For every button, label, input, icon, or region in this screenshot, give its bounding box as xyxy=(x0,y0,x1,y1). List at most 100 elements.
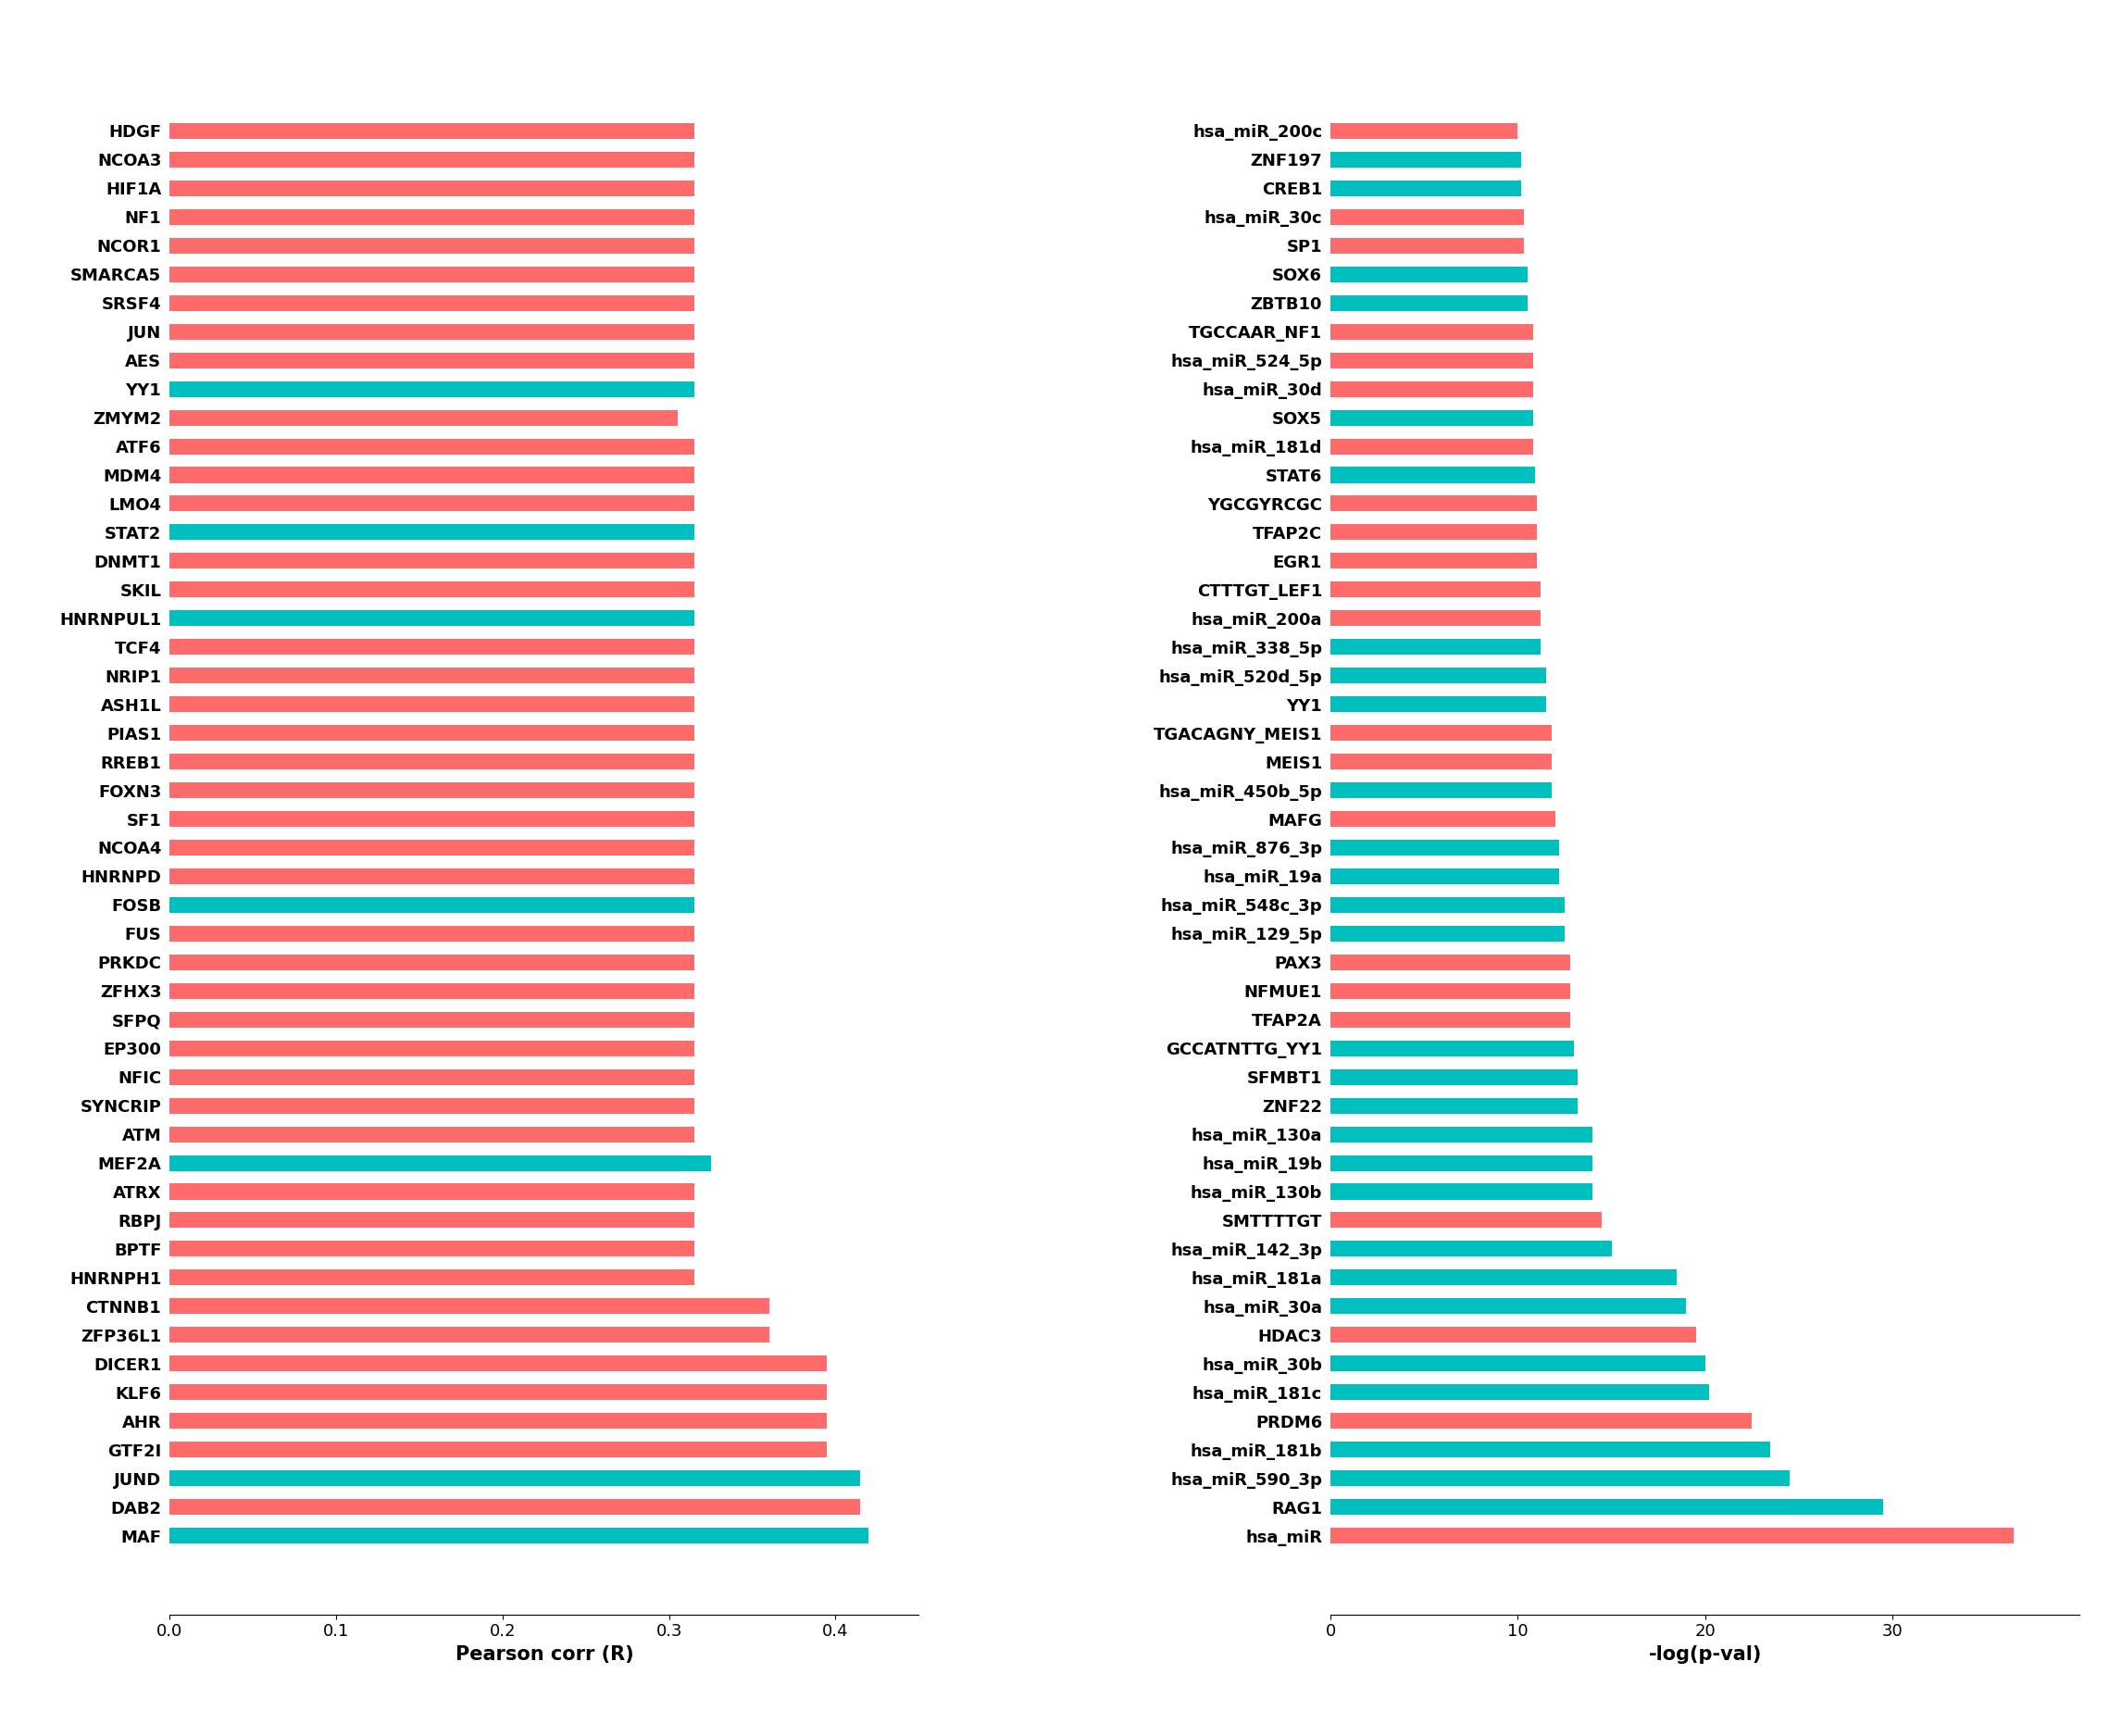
Bar xyxy=(170,1154,711,1170)
Bar xyxy=(170,467,694,483)
Bar xyxy=(1330,554,1536,569)
Bar xyxy=(1330,696,1547,712)
Bar xyxy=(170,1127,694,1142)
Bar xyxy=(1330,1299,1687,1314)
Bar xyxy=(170,410,677,425)
Bar xyxy=(170,1069,694,1085)
Bar xyxy=(1330,868,1560,884)
Bar xyxy=(1330,753,1551,769)
Bar xyxy=(170,840,694,856)
Bar xyxy=(1330,1356,1706,1371)
Bar xyxy=(1330,783,1551,799)
Bar xyxy=(1330,238,1524,253)
Bar xyxy=(1330,295,1528,311)
Bar xyxy=(1330,668,1547,684)
Bar xyxy=(1330,1441,1770,1458)
Bar xyxy=(170,496,694,512)
Bar xyxy=(1330,1012,1570,1028)
Bar xyxy=(170,1269,694,1285)
Bar xyxy=(170,1528,868,1543)
Bar xyxy=(170,554,694,569)
Bar xyxy=(1330,611,1541,627)
Bar xyxy=(170,1326,768,1344)
Bar xyxy=(1330,467,1534,483)
Bar xyxy=(1330,955,1570,970)
Bar xyxy=(1330,1498,1882,1516)
Bar xyxy=(170,123,694,139)
Bar xyxy=(170,1384,828,1401)
Bar xyxy=(1330,811,1555,826)
Bar xyxy=(170,696,694,712)
Bar xyxy=(170,1097,694,1113)
Bar xyxy=(1330,1154,1594,1170)
Bar xyxy=(170,1413,828,1429)
Bar xyxy=(170,1184,694,1200)
Bar xyxy=(1330,1040,1575,1055)
Bar xyxy=(1330,1384,1708,1401)
Bar xyxy=(170,783,694,799)
Bar xyxy=(170,181,694,196)
Bar xyxy=(170,1470,859,1486)
Bar xyxy=(1330,181,1521,196)
Bar xyxy=(1330,439,1532,455)
Bar xyxy=(1330,1127,1594,1142)
Bar xyxy=(1330,266,1528,283)
Bar xyxy=(1330,1470,1789,1486)
Bar xyxy=(170,668,694,684)
Bar xyxy=(1330,840,1560,856)
Bar xyxy=(1330,323,1532,340)
Bar xyxy=(1330,639,1541,654)
Bar xyxy=(170,925,694,941)
Bar xyxy=(170,295,694,311)
Bar xyxy=(1330,151,1521,168)
Bar xyxy=(170,1441,828,1458)
Bar xyxy=(1330,1212,1602,1227)
Bar xyxy=(1330,726,1551,741)
Bar xyxy=(170,983,694,998)
Bar xyxy=(1330,1326,1695,1344)
Bar xyxy=(170,323,694,340)
Bar xyxy=(1330,983,1570,998)
Bar xyxy=(1330,898,1564,913)
Bar xyxy=(1330,410,1532,425)
Bar xyxy=(1330,1184,1594,1200)
Bar xyxy=(1330,382,1532,398)
Bar xyxy=(170,726,694,741)
Bar xyxy=(170,382,694,398)
Bar xyxy=(170,238,694,253)
Bar xyxy=(1330,208,1524,226)
Bar xyxy=(1330,1413,1753,1429)
Bar xyxy=(1330,496,1536,512)
Bar xyxy=(170,1212,694,1227)
X-axis label: Pearson corr (R): Pearson corr (R) xyxy=(454,1646,632,1663)
Bar xyxy=(170,439,694,455)
Bar xyxy=(1330,1241,1611,1257)
Bar xyxy=(170,898,694,913)
Bar xyxy=(170,208,694,226)
Bar xyxy=(170,955,694,970)
Bar xyxy=(1330,1528,2014,1543)
Bar xyxy=(170,1012,694,1028)
Bar xyxy=(170,582,694,597)
X-axis label: -log(p-val): -log(p-val) xyxy=(1649,1646,1761,1663)
Bar xyxy=(170,611,694,627)
Bar xyxy=(170,1241,694,1257)
Bar xyxy=(1330,123,1517,139)
Bar xyxy=(1330,1069,1579,1085)
Bar xyxy=(170,1498,859,1516)
Bar xyxy=(1330,524,1536,540)
Bar xyxy=(170,639,694,654)
Bar xyxy=(170,352,694,368)
Bar xyxy=(1330,582,1541,597)
Bar xyxy=(170,753,694,769)
Bar xyxy=(1330,1097,1579,1113)
Bar xyxy=(1330,1269,1676,1285)
Bar xyxy=(1330,352,1532,368)
Bar xyxy=(170,1356,828,1371)
Bar xyxy=(170,811,694,826)
Bar xyxy=(170,151,694,168)
Bar xyxy=(170,524,694,540)
Bar xyxy=(170,1040,694,1055)
Bar xyxy=(170,1299,768,1314)
Bar xyxy=(1330,925,1564,941)
